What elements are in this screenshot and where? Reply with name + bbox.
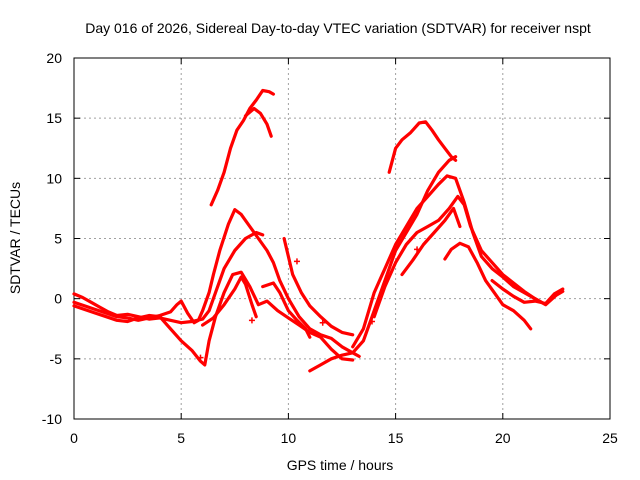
series-line [72,230,265,325]
data-series [72,88,565,373]
plus-marker [293,258,300,265]
series-track-j [400,206,462,277]
grid-lines [74,58,610,419]
chart-title: Day 016 of 2026, Sidereal Day-to-day VTE… [85,20,591,36]
y-tick-label: 5 [54,231,62,247]
x-tick-label: 25 [602,430,618,446]
y-tick-label: 0 [54,291,62,307]
y-tick-label: 15 [46,110,62,126]
series-line [282,236,355,337]
series-track-l [209,88,275,207]
series-track-m [243,106,273,138]
x-axis-label: GPS time / hours [287,457,394,473]
series-track-a [72,230,265,325]
y-tick-label: 10 [46,170,62,186]
sparse-markers [197,246,421,361]
series-track-o [490,279,565,306]
x-tick-label: 0 [70,430,78,446]
series-track-g [308,155,458,373]
y-tick-labels: -10 -5 0 5 10 15 20 [42,50,62,427]
y-tick-label: 20 [46,50,62,66]
series-track-n [443,241,533,331]
series-line [443,241,533,331]
series-track-d [201,275,258,327]
x-tick-labels: 0 5 10 15 20 25 [70,430,618,446]
x-tick-label: 10 [281,430,297,446]
series-line [351,174,543,349]
series-line [209,88,275,207]
x-tick-label: 5 [177,430,185,446]
series-track-f [282,236,355,337]
x-tick-label: 15 [388,430,404,446]
plus-marker [197,354,204,361]
plus-marker [414,246,421,253]
plus-marker [319,319,326,326]
series-track-h [351,174,543,349]
series-track-i [372,194,565,319]
series-line [400,206,462,277]
series-line [372,194,565,319]
series-track-e [261,281,312,339]
y-axis-label: SDTVAR / TECUs [7,182,23,294]
x-tick-label: 20 [495,430,511,446]
series-line [201,275,258,327]
plus-marker [248,317,255,324]
series-line [243,106,273,138]
series-track-k [387,120,458,174]
series-line [261,281,312,339]
series-line [308,155,458,373]
series-line [387,120,458,174]
y-tick-label: -5 [50,351,63,367]
plot-frame [73,57,611,420]
plus-marker [369,318,376,325]
series-line [490,279,565,306]
y-tick-label: -10 [42,411,62,427]
